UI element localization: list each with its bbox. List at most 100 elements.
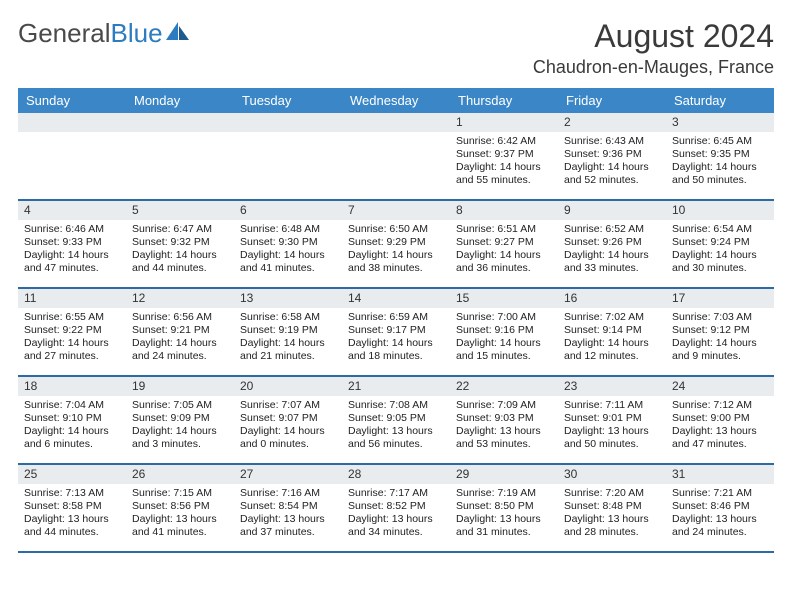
sunrise-text: Sunrise: 7:02 AM xyxy=(564,311,660,324)
daylight-text: Daylight: 14 hours xyxy=(564,161,660,174)
day-body: Sunrise: 6:59 AMSunset: 9:17 PMDaylight:… xyxy=(342,308,450,370)
day-cell: 22Sunrise: 7:09 AMSunset: 9:03 PMDayligh… xyxy=(450,377,558,463)
sunset-text: Sunset: 9:26 PM xyxy=(564,236,660,249)
day-body: Sunrise: 6:56 AMSunset: 9:21 PMDaylight:… xyxy=(126,308,234,370)
sunrise-text: Sunrise: 7:16 AM xyxy=(240,487,336,500)
day-cell: 31Sunrise: 7:21 AMSunset: 8:46 PMDayligh… xyxy=(666,465,774,551)
daylight-text-2: and 44 minutes. xyxy=(132,262,228,275)
day-cell: 29Sunrise: 7:19 AMSunset: 8:50 PMDayligh… xyxy=(450,465,558,551)
daylight-text-2: and 9 minutes. xyxy=(672,350,768,363)
day-body: Sunrise: 7:03 AMSunset: 9:12 PMDaylight:… xyxy=(666,308,774,370)
day-number: 3 xyxy=(666,113,774,132)
day-cell: 9Sunrise: 6:52 AMSunset: 9:26 PMDaylight… xyxy=(558,201,666,287)
daylight-text-2: and 56 minutes. xyxy=(348,438,444,451)
week-row: 1Sunrise: 6:42 AMSunset: 9:37 PMDaylight… xyxy=(18,113,774,201)
dow-cell: Wednesday xyxy=(342,88,450,113)
day-body: Sunrise: 6:55 AMSunset: 9:22 PMDaylight:… xyxy=(18,308,126,370)
daylight-text: Daylight: 14 hours xyxy=(240,249,336,262)
sunset-text: Sunset: 9:32 PM xyxy=(132,236,228,249)
day-cell: 16Sunrise: 7:02 AMSunset: 9:14 PMDayligh… xyxy=(558,289,666,375)
day-body: Sunrise: 6:50 AMSunset: 9:29 PMDaylight:… xyxy=(342,220,450,282)
day-body: Sunrise: 7:05 AMSunset: 9:09 PMDaylight:… xyxy=(126,396,234,458)
daylight-text-2: and 34 minutes. xyxy=(348,526,444,539)
daylight-text: Daylight: 14 hours xyxy=(456,249,552,262)
daylight-text-2: and 31 minutes. xyxy=(456,526,552,539)
day-cell: 27Sunrise: 7:16 AMSunset: 8:54 PMDayligh… xyxy=(234,465,342,551)
daylight-text: Daylight: 14 hours xyxy=(240,337,336,350)
daylight-text: Daylight: 14 hours xyxy=(348,337,444,350)
daylight-text: Daylight: 14 hours xyxy=(240,425,336,438)
calendar-grid: SundayMondayTuesdayWednesdayThursdayFrid… xyxy=(18,88,774,553)
day-cell: 17Sunrise: 7:03 AMSunset: 9:12 PMDayligh… xyxy=(666,289,774,375)
sunrise-text: Sunrise: 6:47 AM xyxy=(132,223,228,236)
day-number xyxy=(234,113,342,132)
daylight-text: Daylight: 14 hours xyxy=(132,249,228,262)
daylight-text-2: and 36 minutes. xyxy=(456,262,552,275)
sunrise-text: Sunrise: 7:08 AM xyxy=(348,399,444,412)
daylight-text: Daylight: 14 hours xyxy=(132,337,228,350)
daylight-text: Daylight: 14 hours xyxy=(564,337,660,350)
day-of-week-header: SundayMondayTuesdayWednesdayThursdayFrid… xyxy=(18,88,774,113)
logo: GeneralBlue xyxy=(18,18,191,49)
day-number: 7 xyxy=(342,201,450,220)
week-row: 18Sunrise: 7:04 AMSunset: 9:10 PMDayligh… xyxy=(18,377,774,465)
day-number: 26 xyxy=(126,465,234,484)
day-number: 17 xyxy=(666,289,774,308)
page-header: GeneralBlue August 2024 Chaudron-en-Maug… xyxy=(18,18,774,78)
day-cell: 26Sunrise: 7:15 AMSunset: 8:56 PMDayligh… xyxy=(126,465,234,551)
day-number: 11 xyxy=(18,289,126,308)
sunrise-text: Sunrise: 7:12 AM xyxy=(672,399,768,412)
sunrise-text: Sunrise: 7:07 AM xyxy=(240,399,336,412)
sunset-text: Sunset: 9:29 PM xyxy=(348,236,444,249)
dow-cell: Friday xyxy=(558,88,666,113)
sunset-text: Sunset: 9:33 PM xyxy=(24,236,120,249)
day-cell: 14Sunrise: 6:59 AMSunset: 9:17 PMDayligh… xyxy=(342,289,450,375)
day-body: Sunrise: 7:17 AMSunset: 8:52 PMDaylight:… xyxy=(342,484,450,546)
title-block: August 2024 Chaudron-en-Mauges, France xyxy=(533,18,774,78)
sunset-text: Sunset: 9:09 PM xyxy=(132,412,228,425)
daylight-text: Daylight: 13 hours xyxy=(456,513,552,526)
daylight-text: Daylight: 14 hours xyxy=(456,161,552,174)
sunset-text: Sunset: 8:46 PM xyxy=(672,500,768,513)
sunrise-text: Sunrise: 7:19 AM xyxy=(456,487,552,500)
daylight-text-2: and 50 minutes. xyxy=(672,174,768,187)
day-body: Sunrise: 7:11 AMSunset: 9:01 PMDaylight:… xyxy=(558,396,666,458)
day-body: Sunrise: 6:45 AMSunset: 9:35 PMDaylight:… xyxy=(666,132,774,194)
sunset-text: Sunset: 8:58 PM xyxy=(24,500,120,513)
day-cell: 28Sunrise: 7:17 AMSunset: 8:52 PMDayligh… xyxy=(342,465,450,551)
sunset-text: Sunset: 9:19 PM xyxy=(240,324,336,337)
sunset-text: Sunset: 9:01 PM xyxy=(564,412,660,425)
sunrise-text: Sunrise: 7:15 AM xyxy=(132,487,228,500)
calendar-page: GeneralBlue August 2024 Chaudron-en-Maug… xyxy=(0,0,792,553)
day-number: 8 xyxy=(450,201,558,220)
daylight-text: Daylight: 13 hours xyxy=(348,513,444,526)
daylight-text: Daylight: 13 hours xyxy=(672,513,768,526)
dow-cell: Monday xyxy=(126,88,234,113)
daylight-text-2: and 41 minutes. xyxy=(240,262,336,275)
day-cell xyxy=(126,113,234,199)
sunset-text: Sunset: 9:37 PM xyxy=(456,148,552,161)
sunset-text: Sunset: 9:22 PM xyxy=(24,324,120,337)
daylight-text: Daylight: 13 hours xyxy=(132,513,228,526)
daylight-text-2: and 50 minutes. xyxy=(564,438,660,451)
day-body: Sunrise: 7:21 AMSunset: 8:46 PMDaylight:… xyxy=(666,484,774,546)
sunrise-text: Sunrise: 6:54 AM xyxy=(672,223,768,236)
day-body: Sunrise: 6:47 AMSunset: 9:32 PMDaylight:… xyxy=(126,220,234,282)
day-number: 28 xyxy=(342,465,450,484)
day-body: Sunrise: 6:46 AMSunset: 9:33 PMDaylight:… xyxy=(18,220,126,282)
day-number: 21 xyxy=(342,377,450,396)
logo-text-blue: Blue xyxy=(111,18,163,49)
sunrise-text: Sunrise: 6:45 AM xyxy=(672,135,768,148)
daylight-text-2: and 47 minutes. xyxy=(24,262,120,275)
day-body: Sunrise: 6:51 AMSunset: 9:27 PMDaylight:… xyxy=(450,220,558,282)
sunset-text: Sunset: 9:36 PM xyxy=(564,148,660,161)
day-body: Sunrise: 6:52 AMSunset: 9:26 PMDaylight:… xyxy=(558,220,666,282)
daylight-text: Daylight: 13 hours xyxy=(672,425,768,438)
day-body: Sunrise: 7:19 AMSunset: 8:50 PMDaylight:… xyxy=(450,484,558,546)
day-cell: 19Sunrise: 7:05 AMSunset: 9:09 PMDayligh… xyxy=(126,377,234,463)
daylight-text-2: and 18 minutes. xyxy=(348,350,444,363)
day-number: 16 xyxy=(558,289,666,308)
dow-cell: Saturday xyxy=(666,88,774,113)
sunrise-text: Sunrise: 7:00 AM xyxy=(456,311,552,324)
daylight-text-2: and 0 minutes. xyxy=(240,438,336,451)
